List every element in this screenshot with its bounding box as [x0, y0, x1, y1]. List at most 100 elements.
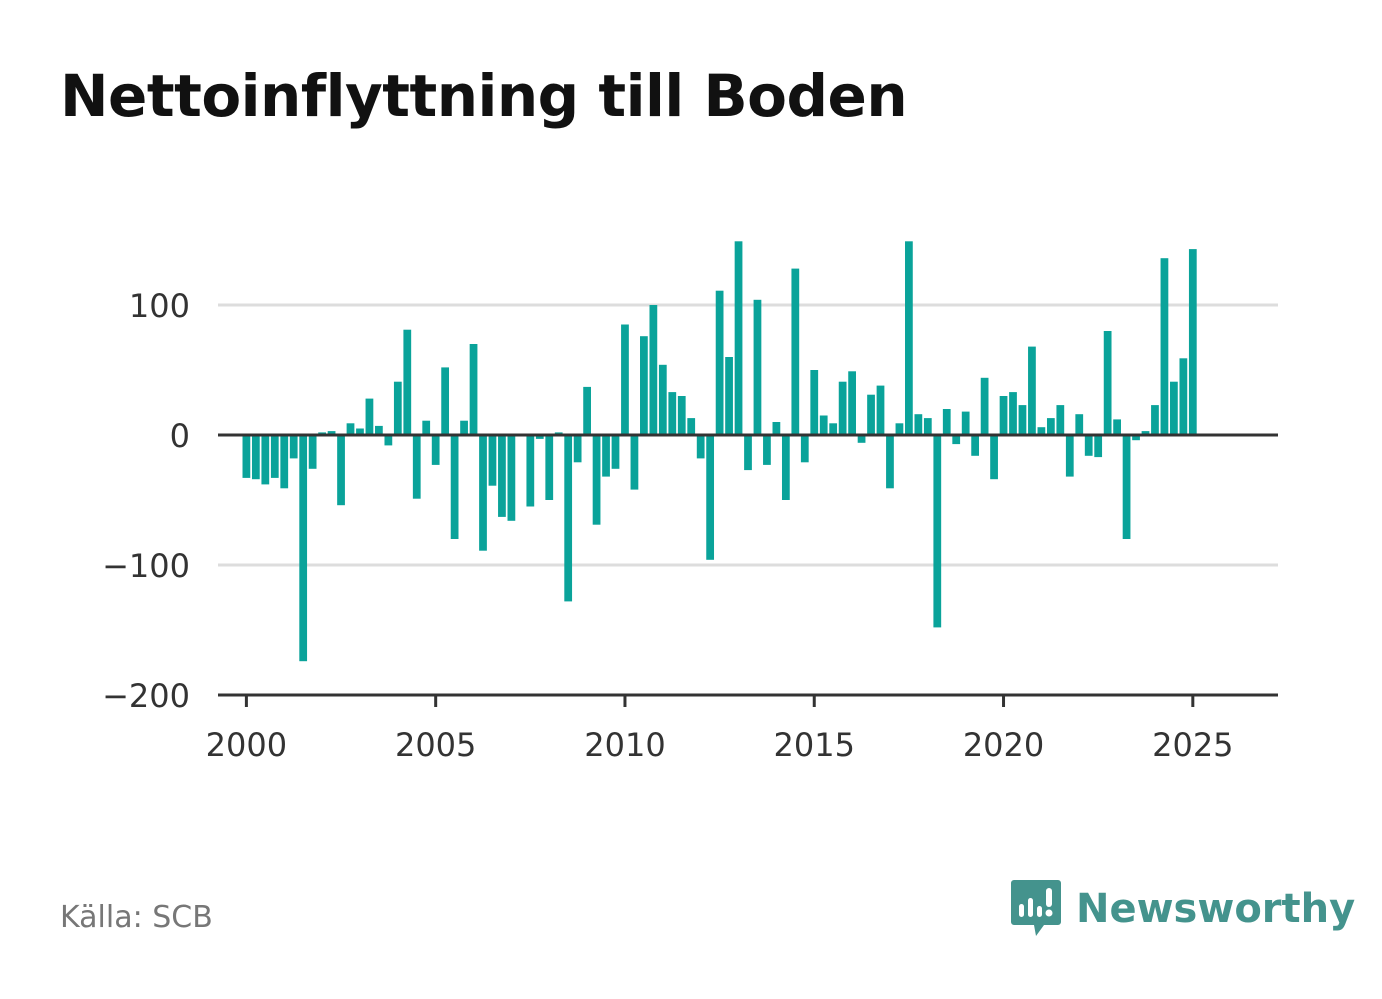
bar [1056, 405, 1065, 435]
bar [327, 431, 336, 435]
bar [1188, 249, 1197, 435]
bar [583, 386, 591, 435]
bar [507, 435, 516, 521]
bar [857, 435, 866, 443]
bar [242, 435, 251, 478]
y-tick-labels: −200 −100 0 100 [102, 287, 190, 715]
bar [1028, 346, 1036, 435]
y-tick-label: 0 [170, 417, 190, 455]
bar [422, 420, 431, 435]
x-tick-labels: 2000 2005 2010 2015 2020 2025 [206, 726, 1234, 764]
bar [1065, 435, 1074, 477]
bar [914, 414, 923, 435]
bar [810, 370, 819, 435]
bar [838, 381, 847, 435]
bar [375, 425, 383, 435]
bar [668, 392, 677, 435]
bar [1075, 414, 1084, 435]
bar [412, 435, 421, 499]
bar [715, 290, 724, 435]
bar [867, 394, 875, 435]
bar [905, 241, 913, 435]
bar [1094, 435, 1103, 458]
bar [469, 344, 478, 435]
x-tick-label: 2000 [206, 726, 287, 764]
bar [365, 398, 374, 435]
bar [356, 428, 364, 435]
bar [431, 435, 440, 465]
bar [289, 435, 298, 459]
bar [1160, 258, 1169, 435]
bar [1113, 419, 1121, 435]
bar [876, 385, 885, 435]
bar [384, 435, 393, 446]
bar [1179, 358, 1188, 435]
chart-area: −200 −100 0 100 2000 2005 2010 2015 2020 2025 [102, 241, 1278, 764]
bar [649, 305, 658, 435]
bar [952, 435, 961, 445]
y-tick-label: 100 [129, 287, 190, 325]
bar [961, 411, 970, 435]
bar [895, 423, 904, 435]
bar [545, 435, 554, 500]
bar [687, 418, 696, 435]
bar [1037, 427, 1046, 435]
bar [942, 409, 951, 435]
bar [299, 435, 308, 662]
bar [819, 415, 828, 435]
bar [1141, 431, 1150, 435]
bar [753, 299, 762, 435]
x-tick-label: 2010 [584, 726, 665, 764]
bar [980, 377, 989, 435]
source-label: Källa: SCB [60, 900, 213, 935]
bar [800, 435, 809, 463]
bar [763, 435, 771, 465]
chart-title: Nettoinflyttning till Boden [60, 62, 908, 130]
bar [270, 435, 279, 478]
bar [999, 396, 1008, 435]
bar [1151, 405, 1159, 435]
bar [677, 396, 686, 435]
bar [933, 435, 942, 628]
bar [886, 435, 894, 489]
bar [1046, 418, 1055, 435]
bar [1132, 435, 1140, 441]
bar [1170, 381, 1178, 435]
bar [280, 435, 289, 489]
bar [602, 435, 610, 477]
bar [450, 435, 459, 539]
bar [261, 435, 270, 485]
axes [218, 433, 1278, 707]
bar [658, 364, 667, 435]
bar [573, 435, 582, 463]
bar [971, 435, 980, 456]
bar [308, 435, 317, 469]
bar [1122, 435, 1131, 539]
bar [1084, 435, 1093, 456]
brand-logo[interactable]: Newsworthy [1010, 878, 1355, 940]
brand-name: Newsworthy [1076, 886, 1356, 932]
bar [337, 435, 345, 506]
bar [498, 435, 506, 517]
bar [829, 423, 838, 435]
bar [251, 435, 260, 480]
bar [1103, 331, 1112, 435]
bar [848, 371, 856, 435]
bar [621, 324, 629, 435]
bar [744, 435, 752, 471]
bar-series [242, 241, 1197, 662]
bar [535, 435, 544, 439]
bar [640, 336, 648, 435]
bar [734, 241, 743, 435]
bar [479, 435, 487, 551]
bar [592, 435, 601, 525]
x-tick-label: 2020 [963, 726, 1044, 764]
bar [403, 329, 412, 435]
bar [725, 357, 733, 435]
x-tick-label: 2005 [395, 726, 476, 764]
bar [696, 435, 705, 459]
y-tick-label: −200 [102, 677, 190, 715]
bar [526, 435, 535, 507]
bar [460, 420, 468, 435]
bar [1018, 405, 1027, 435]
